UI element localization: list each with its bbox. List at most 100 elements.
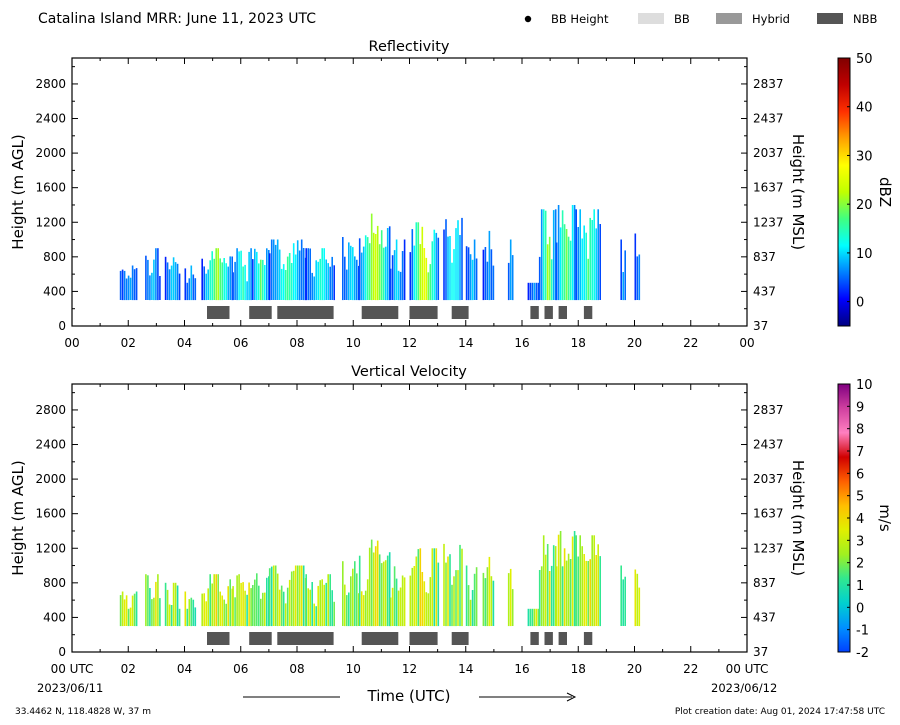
echo-column bbox=[535, 282, 538, 301]
y-tick-label: 400 bbox=[43, 610, 66, 624]
echo-column bbox=[475, 258, 478, 300]
echo-column bbox=[215, 574, 217, 627]
vertical-velocity-y-axis-label: Height (m AGL) bbox=[9, 460, 27, 575]
echo-column bbox=[129, 277, 132, 300]
echo-column bbox=[380, 230, 383, 300]
echo-column bbox=[417, 222, 420, 301]
echo-segment bbox=[465, 239, 478, 301]
echo-column bbox=[455, 570, 457, 627]
echo-column bbox=[486, 261, 489, 300]
echo-column bbox=[415, 556, 418, 626]
echo-column bbox=[242, 266, 244, 300]
reflectivity-colorbar: 0 10 20 30 40 50 bbox=[837, 52, 873, 327]
echo-segment bbox=[342, 237, 360, 301]
echo-column bbox=[346, 269, 348, 300]
x-tick-label: 16 bbox=[514, 336, 529, 350]
y-tick-label: 2400 bbox=[35, 438, 66, 452]
echo-column bbox=[145, 255, 147, 300]
echo-column bbox=[540, 566, 543, 626]
nbb-bar bbox=[451, 632, 469, 645]
echo-column bbox=[429, 264, 432, 301]
echo-column bbox=[533, 608, 536, 627]
nbb-bar bbox=[530, 306, 539, 319]
start-date-label: 2023/06/11 bbox=[37, 681, 103, 695]
y-tick-label: 1600 bbox=[35, 181, 66, 195]
echo-column bbox=[294, 254, 297, 300]
echo-column bbox=[207, 269, 209, 300]
echo-column bbox=[244, 264, 246, 301]
echo-column bbox=[121, 269, 124, 301]
echo-column bbox=[368, 243, 371, 300]
echo-column bbox=[278, 249, 281, 300]
echo-column bbox=[469, 599, 472, 626]
x-tick-label: 14 bbox=[458, 336, 473, 350]
echo-column bbox=[294, 565, 297, 626]
echo-column bbox=[538, 570, 541, 626]
echo-column bbox=[149, 275, 151, 301]
echo-segment bbox=[232, 248, 252, 301]
echo-column bbox=[425, 257, 428, 300]
echo-column bbox=[401, 251, 404, 301]
echo-column bbox=[581, 546, 583, 626]
echo-column bbox=[356, 573, 358, 627]
echo-column bbox=[276, 573, 279, 627]
echo-column bbox=[358, 265, 360, 301]
echo-column bbox=[292, 570, 295, 627]
echo-column bbox=[342, 561, 344, 626]
legend-swatch-nbb bbox=[817, 13, 843, 24]
echo-column bbox=[433, 229, 436, 300]
echo-column bbox=[471, 590, 474, 626]
echo-column bbox=[557, 205, 560, 301]
y-tick-label: 2000 bbox=[35, 146, 66, 160]
echo-column bbox=[354, 561, 356, 626]
echo-column bbox=[155, 581, 157, 627]
echo-column bbox=[449, 554, 451, 627]
nbb-bar bbox=[207, 632, 230, 645]
vertical-velocity-y-axis: 0 400 800 1200 1600 2000 2400 2800 bbox=[35, 392, 747, 659]
echo-column bbox=[554, 546, 557, 626]
x-tick-label: 00 UTC bbox=[726, 662, 769, 676]
echo-column bbox=[327, 574, 329, 627]
echo-column bbox=[417, 549, 420, 626]
echo-column bbox=[352, 568, 354, 627]
location-text: 33.4462 N, 118.4828 W, 37 m bbox=[15, 707, 151, 717]
nbb-bar bbox=[361, 632, 399, 645]
echo-column bbox=[305, 574, 307, 627]
echo-column bbox=[597, 209, 599, 301]
echo-column bbox=[209, 574, 211, 627]
echo-column bbox=[395, 239, 398, 300]
echo-column bbox=[258, 585, 260, 627]
vertical-velocity-y2-axis-label: Height (m MSL) bbox=[789, 460, 807, 576]
echo-column bbox=[296, 565, 299, 626]
echo-column bbox=[319, 258, 321, 301]
echo-column bbox=[260, 598, 262, 626]
echo-column bbox=[203, 593, 205, 627]
echo-segment bbox=[358, 539, 391, 627]
echo-column bbox=[595, 555, 597, 626]
y2-tick-label: 2437 bbox=[753, 112, 784, 126]
echo-column bbox=[583, 225, 585, 301]
echo-column bbox=[276, 239, 279, 300]
echo-column bbox=[147, 259, 149, 300]
echo-column bbox=[280, 268, 283, 300]
x-tick-label: 08 bbox=[289, 336, 304, 350]
echo-column bbox=[342, 237, 344, 301]
figure-title: Catalina Island MRR: June 11, 2023 UTC bbox=[38, 11, 316, 27]
echo-column bbox=[229, 579, 231, 627]
echo-column bbox=[225, 263, 227, 300]
echo-column bbox=[292, 243, 295, 300]
echo-column bbox=[447, 556, 449, 627]
colorbar-tick-label: 20 bbox=[856, 198, 873, 213]
echo-column bbox=[636, 256, 639, 300]
echo-column bbox=[300, 565, 303, 626]
nbb-bar bbox=[451, 306, 469, 319]
y2-tick-label: 1237 bbox=[753, 215, 784, 229]
echo-column bbox=[329, 266, 331, 300]
echo-column bbox=[437, 562, 440, 627]
echo-column bbox=[252, 259, 254, 300]
echo-column bbox=[638, 587, 641, 627]
colorbar-tick-label: 0 bbox=[856, 601, 864, 616]
echo-segment bbox=[634, 233, 641, 301]
echo-column bbox=[431, 548, 434, 627]
echo-column bbox=[435, 548, 438, 627]
